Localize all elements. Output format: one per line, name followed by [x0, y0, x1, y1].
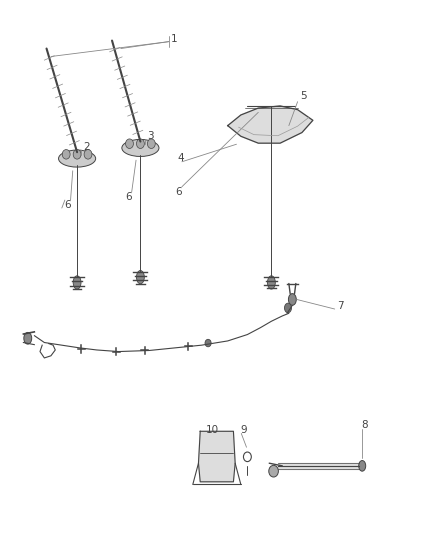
Ellipse shape: [285, 303, 291, 313]
Text: 6: 6: [125, 192, 132, 203]
Ellipse shape: [359, 461, 366, 471]
Ellipse shape: [73, 150, 81, 159]
Ellipse shape: [269, 465, 279, 477]
Ellipse shape: [84, 150, 92, 159]
Text: 3: 3: [147, 131, 154, 141]
Ellipse shape: [268, 276, 276, 289]
Polygon shape: [198, 431, 235, 482]
Text: 5: 5: [300, 91, 307, 101]
Text: 4: 4: [177, 152, 184, 163]
Text: 1: 1: [171, 34, 177, 44]
Ellipse shape: [126, 139, 134, 149]
Ellipse shape: [24, 333, 32, 344]
Text: 6: 6: [64, 200, 71, 211]
Text: 9: 9: [240, 425, 247, 435]
Text: 8: 8: [361, 420, 367, 430]
Polygon shape: [228, 106, 313, 143]
Text: 7: 7: [337, 301, 343, 311]
Text: 6: 6: [175, 187, 182, 197]
Text: 10: 10: [206, 425, 219, 435]
Ellipse shape: [122, 140, 159, 157]
Text: 2: 2: [84, 142, 90, 152]
Ellipse shape: [137, 270, 145, 284]
Ellipse shape: [62, 150, 70, 159]
Ellipse shape: [148, 139, 155, 149]
Polygon shape: [278, 463, 359, 469]
Ellipse shape: [59, 150, 95, 167]
Ellipse shape: [288, 294, 296, 305]
Ellipse shape: [73, 276, 81, 289]
Ellipse shape: [205, 340, 211, 347]
Ellipse shape: [137, 139, 145, 149]
